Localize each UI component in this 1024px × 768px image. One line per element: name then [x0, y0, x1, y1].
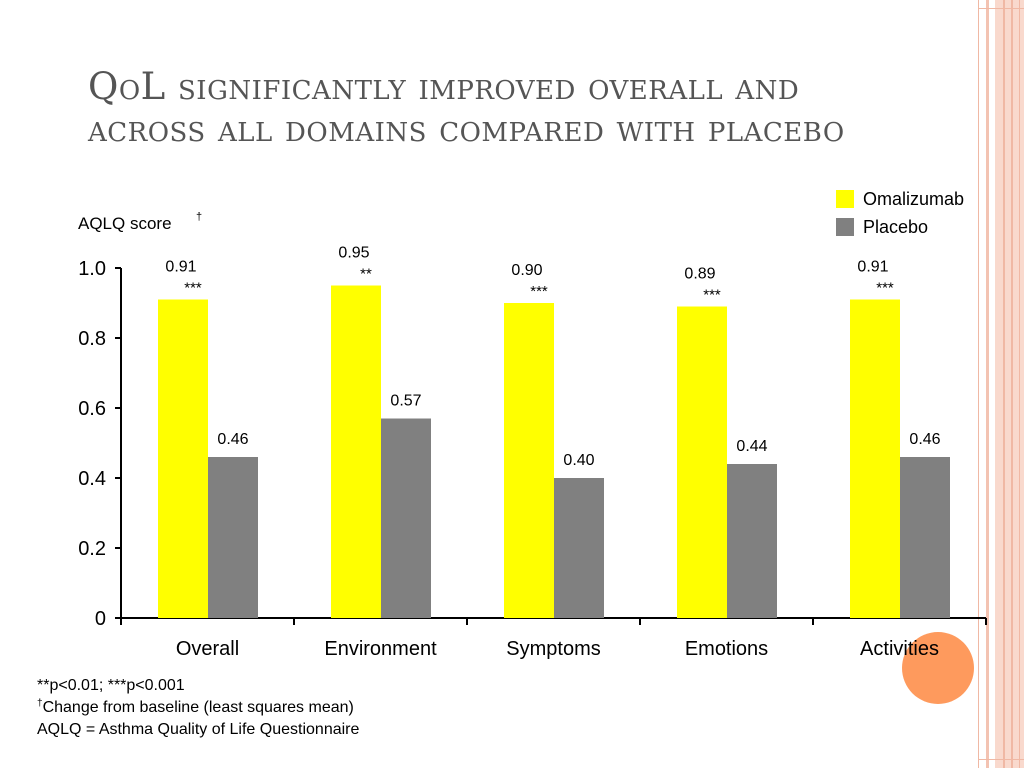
x-tick-label: Symptoms	[506, 638, 600, 660]
significance-marker: **	[360, 266, 372, 283]
significance-marker: ***	[184, 280, 202, 297]
bar-placebo	[727, 464, 777, 618]
decor-stripe	[978, 0, 979, 768]
data-label-omalizumab: 0.95	[338, 245, 369, 262]
x-tick-label: Overall	[176, 638, 239, 660]
bar-placebo	[381, 418, 431, 618]
y-tick-label: 0.4	[78, 468, 106, 490]
data-label-placebo: 0.40	[563, 452, 594, 469]
bar-omalizumab	[677, 306, 727, 618]
decor-stripe	[1003, 0, 1005, 768]
dagger-footnote: †Change from baseline (least squares mea…	[37, 697, 359, 719]
x-tick-label: Environment	[324, 638, 437, 660]
data-label-omalizumab: 0.91	[165, 259, 196, 276]
dagger-footnote-text: Change from baseline (least squares mean…	[42, 699, 354, 716]
y-tick-label: 0	[95, 608, 106, 630]
significance-marker: ***	[703, 287, 721, 304]
decor-stripe	[986, 0, 989, 768]
data-label-placebo: 0.46	[909, 431, 940, 448]
bar-placebo	[900, 457, 950, 618]
decor-line	[979, 759, 1024, 760]
legend-swatch	[836, 190, 854, 208]
bar-omalizumab	[504, 303, 554, 618]
abbreviation-footnote: AQLQ = Asthma Quality of Life Questionna…	[37, 721, 360, 738]
data-label-omalizumab: 0.91	[857, 259, 888, 276]
y-tick-label: 1.0	[78, 258, 106, 280]
bar-placebo	[554, 478, 604, 618]
decor-circle	[902, 632, 974, 704]
bar-omalizumab	[331, 285, 381, 618]
data-label-omalizumab: 0.89	[684, 266, 715, 283]
dagger-mark: †	[37, 698, 43, 709]
y-axis-label-dagger: †	[196, 211, 202, 223]
y-axis-label: AQLQ score	[78, 214, 172, 233]
legend-swatch	[836, 218, 854, 236]
legend-label: Placebo	[863, 217, 928, 237]
bar-omalizumab	[158, 299, 208, 618]
significance-footnote: **p<0.01; ***p<0.001	[37, 677, 185, 694]
x-tick-label: Emotions	[685, 638, 768, 660]
y-tick-label: 0.6	[78, 398, 106, 420]
decor-stripe	[1019, 0, 1020, 768]
data-label-placebo: 0.46	[217, 431, 248, 448]
data-label-omalizumab: 0.90	[511, 262, 542, 279]
bar-placebo	[208, 457, 258, 618]
footnotes: **p<0.01; ***p<0.001 †Change from baseli…	[37, 675, 359, 741]
significance-marker: ***	[876, 280, 894, 297]
data-label-placebo: 0.57	[390, 393, 421, 410]
legend-label: Omalizumab	[863, 189, 964, 209]
y-tick-label: 0.2	[78, 538, 106, 560]
bar-omalizumab	[850, 299, 900, 618]
x-tick-label: Activities	[860, 638, 939, 660]
decor-line	[979, 8, 1024, 9]
y-tick-label: 0.8	[78, 328, 106, 350]
data-label-placebo: 0.44	[736, 438, 767, 455]
significance-marker: ***	[530, 283, 548, 300]
slide-title: QoL significantly improved overall and a…	[88, 65, 845, 150]
decor-stripe	[1011, 0, 1013, 768]
